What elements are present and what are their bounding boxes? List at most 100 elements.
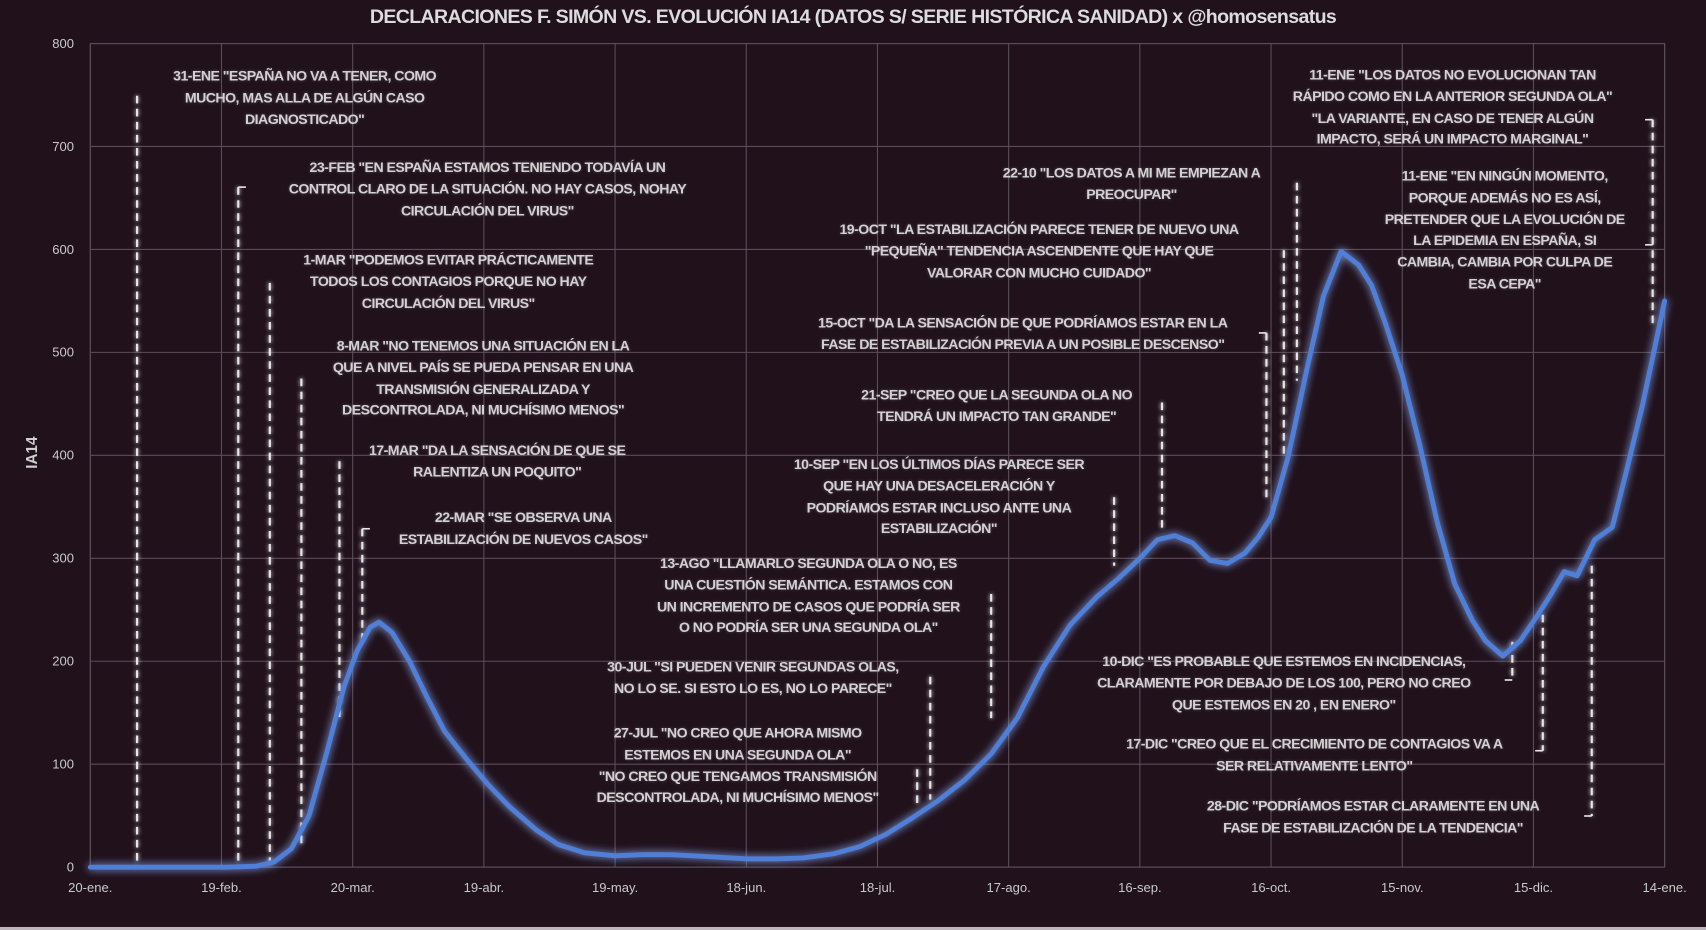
annotation-line: CAMBIA, CAMBIA POR CULPA DE	[1397, 253, 1613, 271]
annotation-quote: 27-JUL "NO CREO QUE AHORA MISMO ESTEMOS E…	[411, 722, 1064, 808]
annotation-line: TENDRÁ UN IMPACTO TAN GRANDE"	[876, 407, 1117, 425]
y-tick-label: 800	[52, 36, 74, 51]
annotation-line: UN INCREMENTO DE CASOS QUE PODRÍA SER	[656, 597, 960, 615]
annotation-line: 8-MAR "NO TENEMOS UNA SITUACIÓN EN LA	[336, 337, 630, 354]
annotation-line: LA EPIDEMIA EN ESPAÑA, SI	[1413, 232, 1597, 249]
annotation-quote: 1-MAR "PODEMOS EVITAR PRÁCTICAMENTE TODOS…	[122, 249, 775, 314]
plot-border	[89, 42, 1666, 868]
x-tick-label: 18-jun.	[726, 880, 766, 895]
annotation-line: PREOCUPAR"	[1086, 185, 1177, 203]
x-tick-label: 17-ago.	[987, 880, 1031, 895]
annotation-quote: 28-DIC "PODRÍAMOS ESTAR CLARAMENTE EN UN…	[1047, 795, 1700, 838]
annotation-line: 10-DIC "ES PROBABLE QUE ESTEMOS EN INCID…	[1102, 652, 1466, 670]
annotation-line: 27-JUL "NO CREO QUE AHORA MISMO	[613, 724, 862, 741]
annotation-quote: 21-SEP "CREO QUE LA SEGUNDA OLA NO TENDRÁ…	[670, 384, 1323, 427]
annotation-quote: 8-MAR "NO TENEMOS UNA SITUACIÓN EN LA QUE…	[157, 335, 810, 421]
series-line-ia14	[87, 248, 1668, 870]
annotation-line: ESTABILIZACIÓN"	[880, 520, 998, 537]
bottom-border	[0, 926, 1706, 930]
x-tick-label: 19-feb.	[201, 880, 242, 895]
annotation-line: 11-ENE "EN NINGÚN MOMENTO,	[1401, 167, 1609, 184]
x-tick-label: 18-jul.	[860, 880, 896, 895]
annotation-line: DESCONTROLADA, NI MUCHÍSIMO MENOS"	[596, 789, 880, 806]
annotation-quote: 11-ENE "EN NINGÚN MOMENTO, PORQUE ADEMÁS …	[1178, 165, 1706, 294]
annotation-line: 17-DIC "CREO QUE EL CRECIMIENTO DE CONTA…	[1126, 735, 1503, 752]
x-tick-label: 16-oct.	[1251, 880, 1291, 895]
annotation-quote: 17-MAR "DA LA SENSACIÓN DE QUE SE RALENTI…	[171, 440, 824, 483]
y-tick-label: 200	[52, 654, 74, 669]
annotation-quote: 10-SEP "EN LOS ÚLTIMOS DÍAS PARECE SER QU…	[613, 454, 1266, 540]
y-tick-label: 500	[52, 345, 74, 360]
annotation-line: 10-SEP "EN LOS ÚLTIMOS DÍAS PARECE SER	[793, 455, 1085, 473]
annotation-quote: 13-AGO "LLAMARLO SEGUNDA OLA O NO, ES UNA…	[482, 553, 1135, 639]
annotation-line: FASE DE ESTABILIZACIÓN PREVIA A UN POSIB…	[821, 335, 1225, 353]
y-tick-label: 700	[52, 139, 74, 154]
annotation-line: PRETENDER QUE LA EVOLUCIÓN DE	[1384, 210, 1625, 227]
annotation-line: SER RELATIVAMENTE LENTO"	[1216, 757, 1413, 774]
y-tick-label: 400	[52, 448, 74, 463]
annotation-line: CIRCULACIÓN DEL VIRUS"	[361, 294, 535, 311]
annotation-line: 19-OCT "LA ESTABILIZACIÓN PARECE TENER D…	[839, 220, 1239, 238]
annotation-quote: 15-OCT "DA LA SENSACIÓN DE QUE PODRÍAMOS…	[696, 312, 1349, 355]
annotation-line: 17-MAR "DA LA SENSACIÓN DE QUE SE	[368, 441, 626, 459]
annotation-line: DIAGNOSTICADO"	[244, 110, 365, 127]
annotation-line: 28-DIC "PODRÍAMOS ESTAR CLARAMENTE EN UN…	[1206, 797, 1540, 814]
annotation-line: QUE ESTEMOS EN 20 , EN ENERO"	[1172, 695, 1396, 713]
annotation-line: PODRÍAMOS ESTAR INCLUSO ANTE UNA	[806, 498, 1072, 516]
annotation-line: "PEQUEÑA" TENDENCIA ASCENDENTE QUE HAY Q…	[864, 242, 1214, 259]
annotation-quote: 11-ENE "LOS DATOS NO EVOLUCIONAN TAN RÁPI…	[1126, 64, 1706, 150]
annotation-line: 15-OCT "DA LA SENSACIÓN DE QUE PODRÍAMOS…	[818, 314, 1228, 331]
annotation-quote: 22-MAR "SE OBSERVA UNA ESTABILIZACIÓN DE …	[197, 507, 850, 550]
annotation-quote: 19-OCT "LA ESTABILIZACIÓN PARECE TENER D…	[713, 219, 1366, 284]
x-tick-label: 19-abr.	[464, 880, 505, 895]
annotation-quote: 10-DIC "ES PROBABLE QUE ESTEMOS EN INCID…	[957, 651, 1610, 716]
annotation-line: ESTABILIZACIÓN DE NUEVOS CASOS"	[398, 530, 648, 548]
x-tick-label: 20-mar.	[331, 880, 375, 895]
annotation-line: "NO CREO QUE TENGAMOS TRANSMISIÓN	[598, 767, 877, 785]
annotation-line: 30-JUL "SI PUEDEN VENIR SEGUNDAS OLAS,	[607, 658, 899, 675]
x-tick-label: 20-ene.	[68, 880, 112, 895]
annotation-line: RALENTIZA UN POQUITO"	[413, 463, 582, 480]
annotation-line: CIRCULACIÓN DEL VIRUS"	[400, 201, 574, 219]
annotation-line: PORQUE ADEMÁS NO ES ASÍ,	[1408, 189, 1601, 206]
annotation-quote: 22-10 "LOS DATOS A MI ME EMPIEZAN A PREOC…	[805, 162, 1458, 205]
annotation-line: MUCHO, MAS ALLA DE ALGÚN CASO	[184, 88, 425, 106]
annotation-line: 21-SEP "CREO QUE LA SEGUNDA OLA NO	[861, 386, 1133, 403]
annotation-line: TRANSMISIÓN GENERALIZADA Y	[376, 380, 590, 397]
y-tick-label: 100	[52, 757, 74, 772]
annotation-line: 31-ENE "ESPAÑA NO VA A TENER, COMO	[173, 67, 437, 84]
x-tick-label: 16-sep.	[1118, 880, 1162, 895]
x-tick-label: 15-nov.	[1381, 880, 1424, 895]
annotation-quote: 17-DIC "CREO QUE EL CRECIMIENTO DE CONTA…	[988, 733, 1641, 776]
annotation-quote: 23-FEB "EN ESPAÑA ESTAMOS TENIENDO TODAV…	[161, 157, 814, 222]
annotation-line: TODOS LOS CONTAGIOS PORQUE NO HAY	[309, 272, 587, 290]
annotation-line: 13-AGO "LLAMARLO SEGUNDA OLA O NO, ES	[660, 554, 957, 572]
annotation-line: 22-10 "LOS DATOS A MI ME EMPIEZAN A	[1002, 164, 1261, 181]
chart-title: DECLARACIONES F. SIMÓN VS. EVOLUCIÓN IA1…	[369, 5, 1337, 28]
annotation-line: DESCONTROLADA, NI MUCHÍSIMO MENOS"	[342, 401, 625, 419]
y-tick-label: 600	[52, 242, 74, 257]
annotation-line: CLARAMENTE POR DEBAJO DE LOS 100, PERO N…	[1097, 674, 1471, 691]
annotation-line: ESA CEPA"	[1468, 275, 1541, 292]
annotation-line: O NO PODRÍA SER UNA SEGUNDA OLA"	[678, 619, 938, 636]
x-tick-label: 19-may.	[592, 880, 638, 895]
y-tick-label: 0	[67, 859, 74, 874]
x-tick-label: 14-ene.	[1643, 880, 1687, 895]
annotation-line: ESTEMOS EN UNA SEGUNDA OLA"	[624, 746, 852, 763]
annotation-line: 11-ENE "LOS DATOS NO EVOLUCIONAN TAN	[1309, 66, 1596, 83]
annotation-line: IMPACTO, SERÁ UN IMPACTO MARGINAL"	[1316, 130, 1589, 148]
annotation-line: RÁPIDO COMO EN LA ANTERIOR SEGUNDA OLA"	[1292, 87, 1613, 105]
annotation-line: FASE DE ESTABILIZACIÓN DE LA TENDENCIA"	[1223, 819, 1523, 836]
annotation-line: QUE HAY UNA DESACELERACIÓN Y	[823, 477, 1055, 494]
annotation-line: "LA VARIANTE, EN CASO DE TENER ALGÚN	[1311, 109, 1594, 126]
annotation-line: CONTROL CLARO DE LA SITUACIÓN. NO HAY CA…	[288, 180, 687, 197]
annotation-line: 1-MAR "PODEMOS EVITAR PRÁCTICAMENTE	[303, 251, 594, 268]
x-tick-label: 15-dic.	[1514, 880, 1553, 895]
annotation-line: QUE A NIVEL PAÍS SE PUEDA PENSAR EN UNA	[332, 358, 634, 376]
annotation-line: UNA CUESTIÓN SEMÁNTICA. ESTAMOS CON	[664, 576, 953, 593]
y-tick-label: 300	[52, 551, 74, 566]
annotation-quote: 31-ENE "ESPAÑA NO VA A TENER, COMO MUCHO,…	[0, 65, 631, 130]
annotation-line: NO LO SE. SI ESTO LO ES, NO LO PARECE"	[613, 679, 892, 697]
